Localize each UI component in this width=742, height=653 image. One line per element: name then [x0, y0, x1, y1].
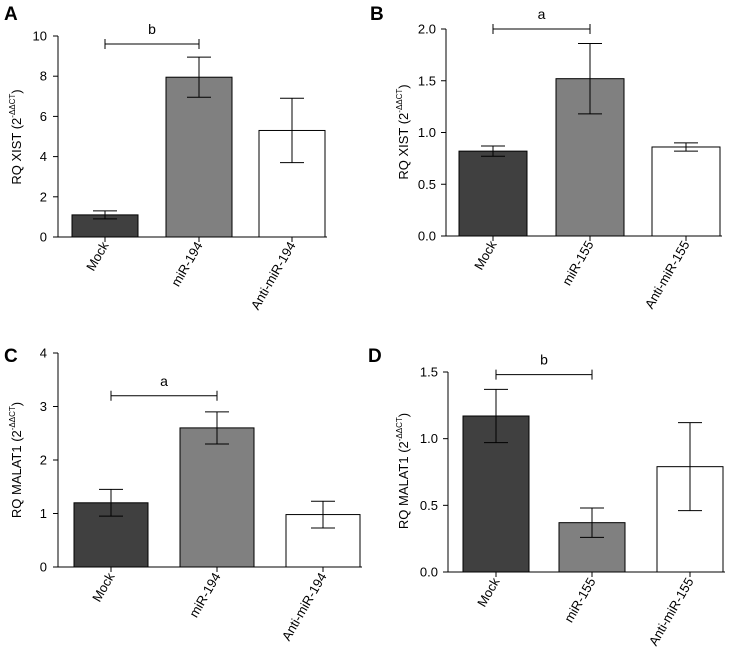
category-label: Mock	[83, 239, 112, 274]
y-tick-label: 0.5	[420, 498, 438, 513]
category-label: miR-155	[561, 575, 599, 625]
category-label: Mock	[474, 575, 503, 610]
y-tick-label: 0	[40, 230, 47, 245]
panel-a: A 0 2 4 6 8 10 RQ XIST (2-ΔΔCT) Mock miR-194 Anti-…	[4, 4, 327, 312]
y-axis-title: RQ XIST (2-ΔΔCT)	[8, 89, 24, 184]
y-axis-title: RQ MALAT1 (2-ΔΔCT)	[8, 402, 24, 518]
bar-anti-mir-155	[656, 466, 724, 573]
panel-b: B 0.0 0.5 1.0 1.5 2.0 RQ XIST (2-ΔΔCT) Mock miR-…	[370, 4, 722, 311]
y-tick-label: 2	[40, 453, 47, 468]
category-label: Anti-miR-155	[642, 238, 693, 311]
category-label: Anti-miR-194	[279, 570, 330, 643]
y-tick-label: 0	[40, 560, 47, 575]
y-tick-label: 6	[40, 109, 47, 124]
bar-mir-194	[179, 427, 255, 568]
bar-mock	[458, 150, 528, 237]
panel-d: D 0.0 0.5 1.0 1.5 RQ MALAT1 (2-ΔΔCT) Mock miR-1…	[368, 346, 725, 648]
category-label: miR-194	[186, 570, 224, 620]
y-tick-label: 0.0	[418, 229, 436, 244]
y-tick-label: 4	[40, 149, 47, 164]
panel-letter: C	[4, 346, 18, 367]
significance-label: b	[148, 21, 156, 37]
category-label: Mock	[89, 570, 118, 605]
y-tick-label: 1	[40, 506, 47, 521]
category-label: miR-155	[559, 238, 597, 288]
bar-mir-194	[165, 76, 233, 238]
y-tick-label: 1.0	[418, 125, 436, 140]
y-tick-label: 3	[40, 399, 47, 414]
panel-c: C 0 1 2 3 4 RQ MALAT1 (2-ΔΔCT) Mock miR-194 Anti-…	[4, 346, 362, 643]
panel-letter: D	[368, 346, 382, 367]
y-tick-label: 4	[40, 346, 47, 361]
y-axis-title: RQ MALAT1 (2-ΔΔCT)	[395, 413, 411, 529]
y-axis-title: RQ XIST (2-ΔΔCT)	[395, 84, 411, 179]
y-tick-label: 2	[40, 189, 47, 204]
y-tick-label: 1.5	[418, 73, 436, 88]
significance-label: a	[160, 373, 168, 389]
category-label: Anti-miR-194	[248, 239, 299, 312]
y-tick-label: 1.0	[420, 431, 438, 446]
y-tick-label: 2.0	[418, 22, 436, 37]
category-label: Mock	[471, 238, 500, 273]
y-tick-label: 10	[33, 29, 47, 44]
significance-label: a	[538, 6, 546, 22]
panel-letter: A	[4, 4, 18, 25]
y-tick-label: 8	[40, 69, 47, 84]
y-tick-label: 1.5	[420, 365, 438, 380]
significance-label: b	[540, 352, 548, 368]
y-tick-label: 0.0	[420, 565, 438, 580]
panel-letter: B	[370, 4, 384, 25]
category-label: Anti-miR-155	[646, 575, 697, 648]
bar-anti-mir-155	[651, 146, 721, 237]
category-label: miR-194	[168, 239, 206, 289]
y-tick-label: 0.5	[418, 177, 436, 192]
